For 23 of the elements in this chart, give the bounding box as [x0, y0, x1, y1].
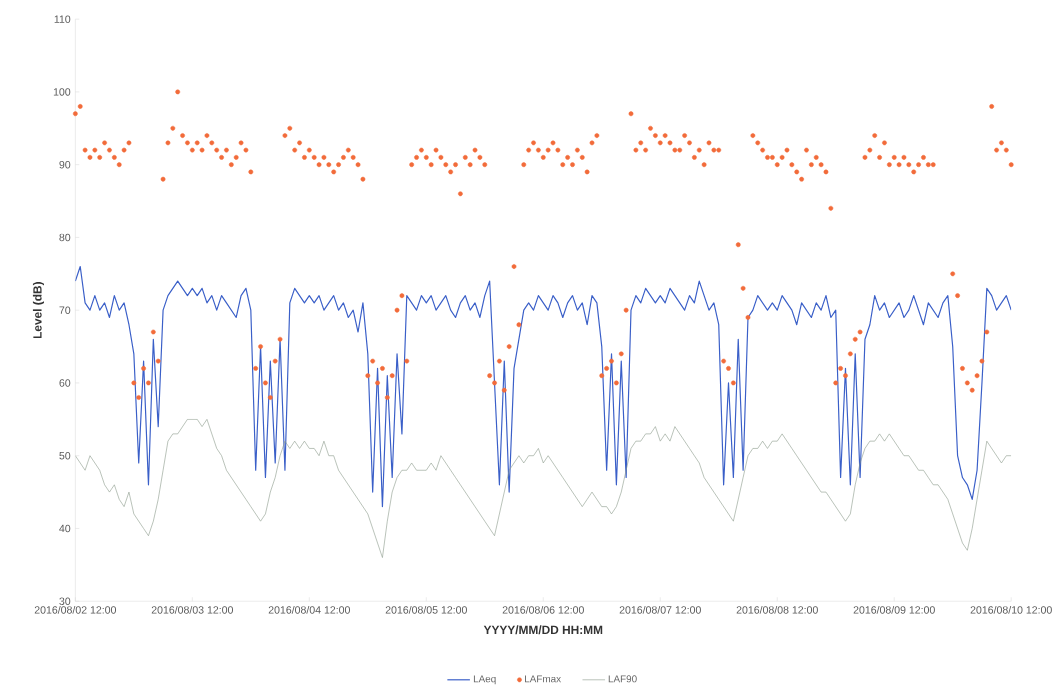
x-axis-title: YYYY/MM/DD HH:MM	[483, 625, 603, 635]
x-tick-label: 2016/08/04 12:00	[268, 605, 350, 614]
y-tick-label: 50	[59, 451, 71, 460]
x-tick-label: 2016/08/09 12:00	[853, 605, 935, 614]
y-tick-label: 40	[59, 524, 71, 533]
y-tick-label: 100	[53, 88, 71, 96]
legend-label: LAF90	[608, 675, 637, 683]
y-tick-label: 70	[59, 306, 71, 314]
x-tick-label: 2016/08/08 12:00	[736, 605, 818, 614]
y-tick-label: 60	[59, 379, 71, 387]
legend-label: LAeq	[473, 675, 496, 685]
y-tick-label: 30	[59, 597, 71, 605]
x-tick-label: 2016/08/06 12:00	[502, 605, 584, 614]
x-tick-label: 2016/08/03 12:00	[151, 605, 234, 614]
x-tick-label: 2016/08/07 12:00	[619, 605, 701, 614]
y-tick-label: 80	[59, 233, 71, 242]
y-tick-label: 110	[54, 15, 71, 23]
x-tick-label: 2016/08/10 12:00	[970, 605, 1052, 614]
x-tick-label: 2016/08/05 12:00	[385, 605, 467, 614]
y-tick-label: 90	[59, 160, 71, 169]
legend-label: LAFmax	[525, 675, 561, 683]
y-axis-title: Level (dB)	[32, 281, 44, 338]
x-tick-label: 2016/08/02 12:00	[34, 605, 117, 614]
